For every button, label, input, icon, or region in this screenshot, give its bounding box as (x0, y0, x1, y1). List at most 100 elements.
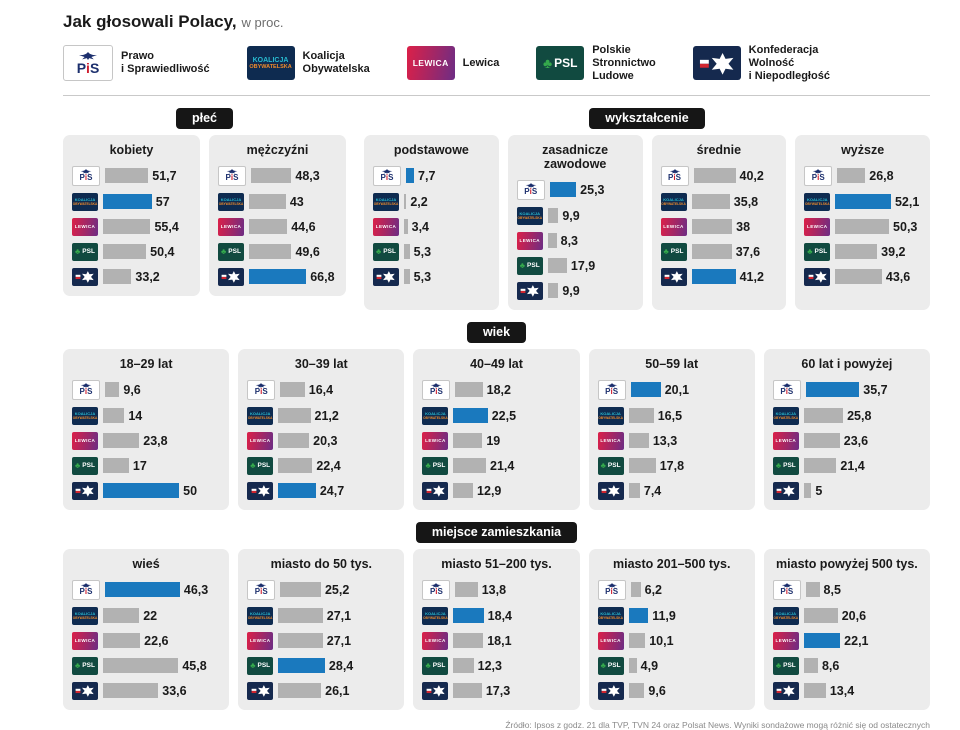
bar-line: 33,2 (103, 269, 191, 285)
psl-logo-icon: ♣ PSL (516, 256, 543, 275)
bar-value: 18,4 (487, 608, 513, 623)
panel-title: 40–49 lat (470, 356, 523, 371)
party-row-psl: ♣ PSL 12,3 (422, 656, 570, 675)
bar-line: 8,6 (803, 658, 921, 674)
konfederacja-eagle-flag-icon (520, 285, 539, 297)
party-row-lewica: LEWICA 50,3 (804, 217, 921, 236)
party-row-konf: 7,4 (597, 481, 746, 500)
legend-label-line: i Niepodległość (748, 69, 830, 82)
bar (278, 408, 311, 424)
bar-line: 9,9 (547, 208, 634, 224)
bar-line: 7,7 (406, 168, 490, 184)
psl-logo-text: PSL (783, 661, 796, 669)
ko-logo-text: KOALICJA OBYWATELSKA (773, 410, 799, 420)
clover-icon: ♣ (425, 660, 431, 670)
bar-value: 23,8 (143, 433, 168, 448)
bar-value: 22,4 (316, 458, 341, 473)
bar (455, 582, 478, 598)
konfederacja-eagle-flag-icon (251, 685, 270, 697)
highlighted-bar (835, 194, 891, 210)
lewica-logo-icon: LEWICA (772, 631, 799, 650)
party-row-konf: 9,6 (597, 681, 746, 700)
konfederacja-eagle-flag-icon (251, 485, 270, 497)
bar-line: 25,2 (280, 582, 395, 598)
bar (105, 382, 120, 398)
ko-logo-icon: KOALICJA OBYWATELSKA (72, 406, 98, 425)
bar-value: 20,6 (841, 608, 867, 623)
legend-label-pis: Prawo i Sprawiedliwość (121, 50, 210, 76)
ko-logo-text: KOALICJA OBYWATELSKA (72, 410, 98, 420)
pis-eagle-icon (80, 169, 92, 175)
party-row-lewica: LEWICA 18,1 (422, 631, 570, 650)
bar-value: 50,3 (893, 219, 918, 234)
section-badge-row: miejsce zamieszkania (63, 521, 930, 543)
bar-line: 26,1 (278, 683, 395, 699)
legend-label-line: Prawo (121, 50, 155, 63)
ko-logo-icon: KOALICJA OBYWATELSKA (247, 406, 274, 425)
bar-value: 26,8 (869, 168, 894, 183)
bar-value: 39,2 (881, 244, 906, 259)
party-row-konf: 66,8 (218, 267, 337, 286)
bar-value: 41,2 (739, 269, 764, 284)
legend-item-konf: Konfederacja Wolność i Niepodległość (692, 44, 830, 83)
section-badge-row: płeć (63, 107, 346, 129)
party-row-ko: KOALICJA OBYWATELSKA 22 (72, 606, 220, 625)
bar-value: 28,4 (328, 658, 354, 673)
konfederacja-eagle-flag-icon (808, 271, 827, 283)
bar (404, 219, 408, 235)
bar-line: 21,4 (453, 458, 570, 474)
party-row-lewica: LEWICA 20,3 (247, 431, 395, 450)
konfederacja-eagle-flag-icon (75, 271, 95, 283)
section-badge-row: wiek (63, 321, 930, 343)
bar-value: 46,3 (183, 582, 209, 597)
konf-logo-icon (373, 267, 399, 286)
highlighted-bar (805, 382, 860, 398)
bar (249, 219, 288, 235)
ko-logo-text: KOALICJA OBYWATELSKA (218, 196, 244, 206)
bar-value: 16,4 (308, 382, 334, 397)
psl-logo-text: PSL (82, 461, 95, 469)
bar-value: 52,1 (894, 194, 920, 209)
konf-logo-icon (772, 681, 799, 700)
ko-logo-text: KOALICJA OBYWATELSKA (423, 410, 448, 420)
konf-logo-icon (247, 481, 274, 500)
legend-label-line: Ludowe (592, 69, 634, 82)
party-row-lewica: LEWICA 19 (422, 431, 570, 450)
pis-eagle-icon (781, 583, 793, 589)
bar-value: 21,4 (840, 458, 865, 473)
bar-line: 7,4 (628, 483, 746, 499)
ko-logo-text: KOALICJA OBYWATELSKA (804, 196, 830, 206)
psl-logo-text: PSL (554, 56, 578, 71)
psl-logo-icon: ♣ PSL (72, 656, 98, 675)
konf-logo-icon (692, 46, 741, 81)
psl-logo-icon: ♣ PSL (804, 242, 831, 261)
pis-eagle-icon (669, 169, 680, 175)
bar (628, 483, 640, 499)
party-row-psl: ♣ PSL 17,8 (597, 456, 746, 475)
bar (803, 458, 837, 474)
bar-value: 13,8 (481, 582, 507, 597)
bar (103, 219, 151, 235)
bar-value: 22 (143, 608, 158, 623)
clover-icon: ♣ (250, 660, 256, 670)
source-note: Źródło: Ipsos z godz. 21 dla TVP, TVN 24… (505, 719, 930, 730)
bar-line: 9,9 (547, 283, 634, 299)
